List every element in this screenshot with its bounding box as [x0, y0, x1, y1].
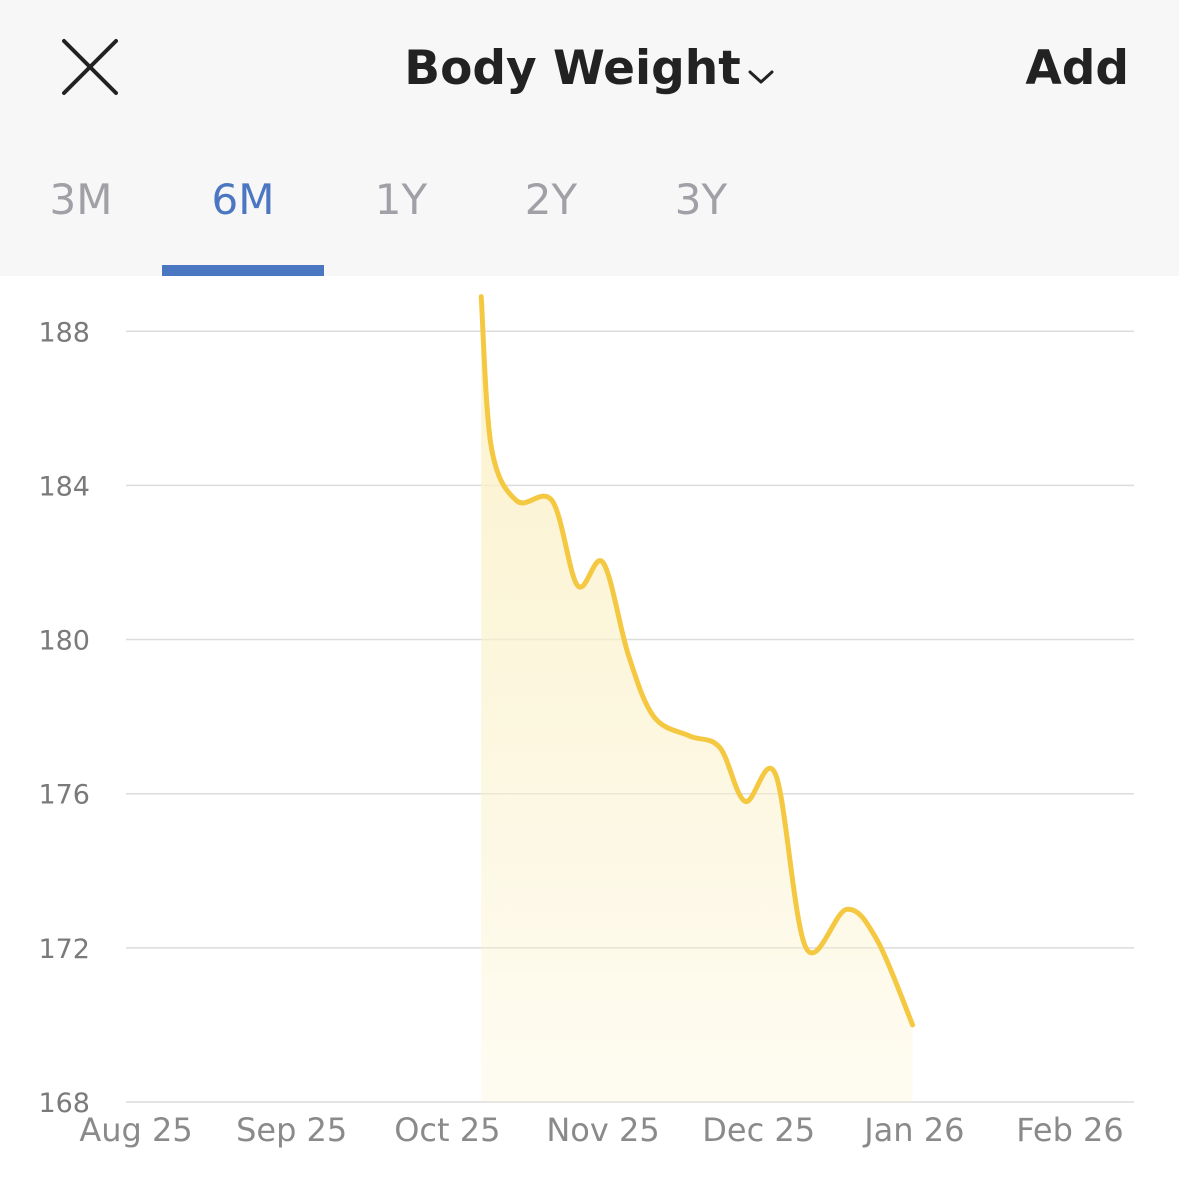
- data-point: [549, 498, 555, 504]
- data-point: [600, 559, 606, 565]
- data-point: [488, 444, 494, 450]
- range-tabs: 3M 6M 1Y 2Y 3Y: [0, 160, 1179, 276]
- page-title[interactable]: Body Weight: [404, 41, 741, 96]
- data-point: [478, 294, 484, 300]
- weight-chart: 188 184 180 176 172 168 Aug 25 Sep 25 Oct 25 Nov …: [0, 276, 1179, 1193]
- active-tab-indicator: [162, 265, 324, 276]
- data-point: [910, 1022, 916, 1028]
- y-tick-label: 176: [38, 780, 90, 811]
- data-point: [803, 945, 809, 951]
- x-tick-label: Sep 25: [236, 1111, 347, 1149]
- close-icon[interactable]: [50, 28, 130, 108]
- close-button[interactable]: [50, 28, 130, 108]
- chevron-down-icon[interactable]: [747, 39, 775, 105]
- x-tick-label: Feb 26: [1016, 1111, 1124, 1149]
- y-tick-label: 184: [38, 471, 90, 502]
- weight-line: [478, 294, 916, 1028]
- x-tick-label: Oct 25: [394, 1111, 500, 1149]
- tab-2y[interactable]: 2Y: [524, 175, 578, 224]
- top-bar: Body Weight Add 3M 6M 1Y 2Y 3Y: [0, 0, 1179, 276]
- tab-3y[interactable]: 3Y: [674, 175, 728, 224]
- data-point: [773, 771, 779, 777]
- y-tick-label: 172: [38, 934, 90, 965]
- weight-area: [481, 296, 913, 1103]
- y-tick-label: 168: [38, 1088, 90, 1119]
- y-tick-label: 188: [38, 317, 90, 348]
- x-tick-label: Aug 25: [79, 1111, 192, 1149]
- x-tick-label: Dec 25: [702, 1111, 815, 1149]
- data-point: [651, 714, 657, 720]
- x-tick-label: Nov 25: [546, 1111, 659, 1149]
- data-point: [717, 744, 723, 750]
- x-tick-label: Jan 26: [862, 1111, 964, 1149]
- tab-6m[interactable]: 6M: [211, 175, 275, 224]
- data-point: [575, 583, 581, 589]
- data-point: [874, 937, 880, 943]
- data-point: [625, 652, 631, 658]
- data-point: [686, 733, 692, 739]
- metric-selector[interactable]: Body Weight: [0, 36, 1179, 102]
- data-point: [844, 906, 850, 912]
- data-point: [514, 498, 520, 504]
- tab-3m[interactable]: 3M: [49, 175, 113, 224]
- add-button[interactable]: Add: [1025, 41, 1129, 96]
- y-tick-label: 180: [38, 626, 90, 657]
- data-point: [742, 798, 748, 804]
- tab-1y[interactable]: 1Y: [374, 175, 428, 224]
